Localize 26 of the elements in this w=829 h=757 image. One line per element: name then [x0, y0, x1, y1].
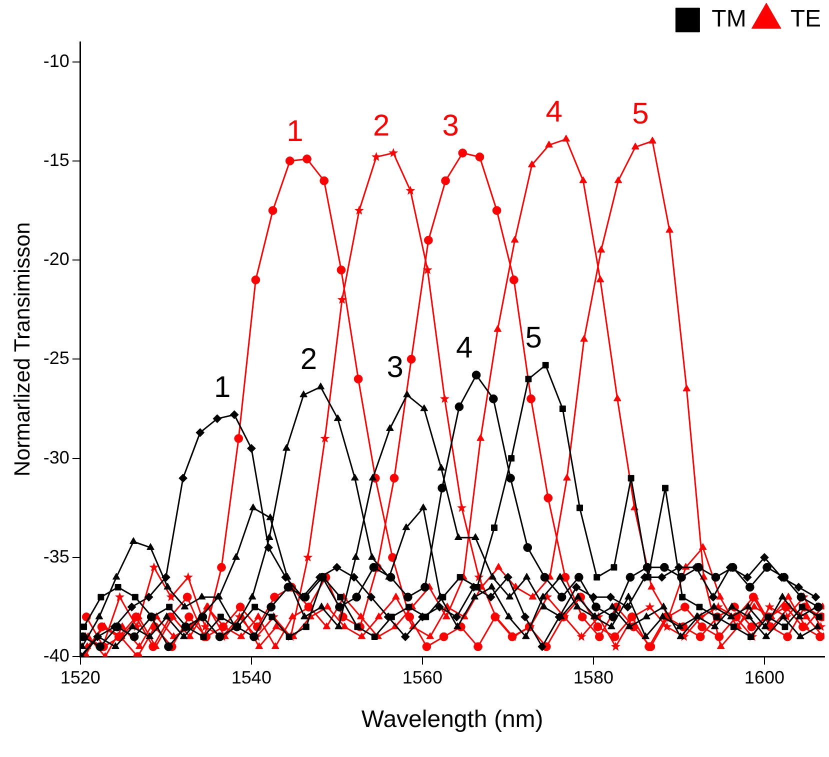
annotation: 4	[546, 95, 562, 128]
y-tick-label: -30	[43, 447, 70, 468]
y-tick-label: -35	[43, 546, 70, 566]
x-tick-label: 1520	[60, 667, 100, 688]
y-tick-label: -20	[43, 249, 70, 270]
x-tick-label: 1600	[744, 667, 784, 688]
annotation: 2	[300, 343, 318, 376]
y-tick-label: -15	[43, 150, 70, 170]
y-tick-label: -10	[43, 50, 70, 71]
annotation: 3	[386, 351, 404, 384]
annotation: 1	[214, 370, 231, 404]
y-tick-label: -25	[43, 348, 70, 368]
legend-label: TM	[712, 6, 746, 33]
annotation: 5	[632, 97, 649, 130]
x-tick-label: 1560	[402, 667, 442, 688]
annotation: 5	[525, 321, 542, 354]
annotation: 1	[286, 115, 304, 148]
legend-label: TE	[790, 6, 822, 33]
x-tick-label: 1580	[573, 667, 614, 688]
y-axis-title: Normarlized Transimisson	[9, 222, 34, 476]
x-axis-title: Wavelength (nm)	[361, 706, 544, 734]
annotation: 2	[373, 109, 390, 142]
annotation: 3	[442, 109, 459, 142]
y-tick-label: -40	[43, 646, 70, 666]
annotation: 4	[456, 331, 473, 364]
x-tick-label: 1540	[231, 667, 272, 688]
